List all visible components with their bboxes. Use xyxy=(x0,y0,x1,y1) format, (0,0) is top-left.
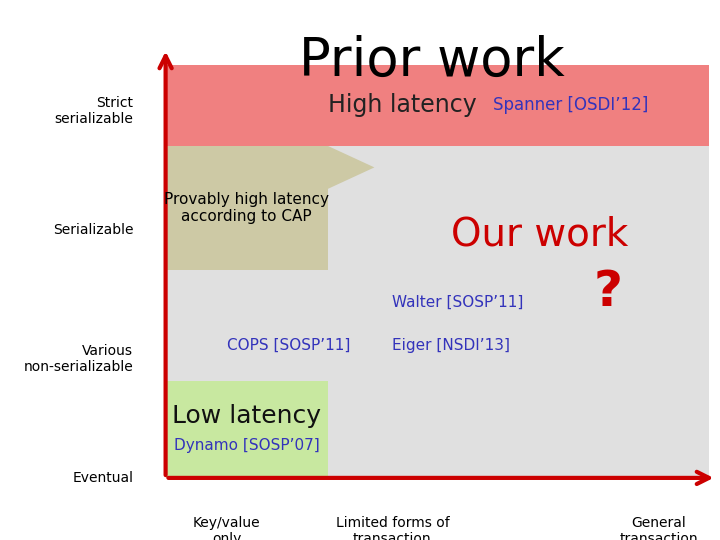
Text: Walter [SOSP’11]: Walter [SOSP’11] xyxy=(392,295,523,310)
Text: Key/value
only: Key/value only xyxy=(193,516,261,540)
Bar xyxy=(166,146,328,270)
Text: Strict
serializable: Strict serializable xyxy=(54,96,133,126)
Text: General
transaction: General transaction xyxy=(619,516,698,540)
Text: Serializable: Serializable xyxy=(53,222,133,237)
Text: Provably high latency
according to CAP: Provably high latency according to CAP xyxy=(164,192,329,224)
Text: Dynamo [SOSP’07]: Dynamo [SOSP’07] xyxy=(174,438,320,453)
Text: Limited forms of
transaction: Limited forms of transaction xyxy=(336,516,449,540)
Text: Our work: Our work xyxy=(451,216,629,254)
Text: ?: ? xyxy=(594,268,623,315)
Text: Spanner [OSDI’12]: Spanner [OSDI’12] xyxy=(492,96,648,114)
Text: Various
non-serializable: Various non-serializable xyxy=(24,344,133,374)
Bar xyxy=(166,65,709,478)
Bar xyxy=(166,381,328,478)
Text: Eventual: Eventual xyxy=(72,471,133,485)
Text: COPS [SOSP’11]: COPS [SOSP’11] xyxy=(227,338,350,353)
Polygon shape xyxy=(328,146,374,189)
Text: Eiger [NSDI’13]: Eiger [NSDI’13] xyxy=(392,338,510,353)
Text: High latency: High latency xyxy=(328,93,477,117)
Bar xyxy=(166,65,709,146)
Text: Prior work: Prior work xyxy=(299,35,565,87)
Text: Low latency: Low latency xyxy=(172,404,321,428)
